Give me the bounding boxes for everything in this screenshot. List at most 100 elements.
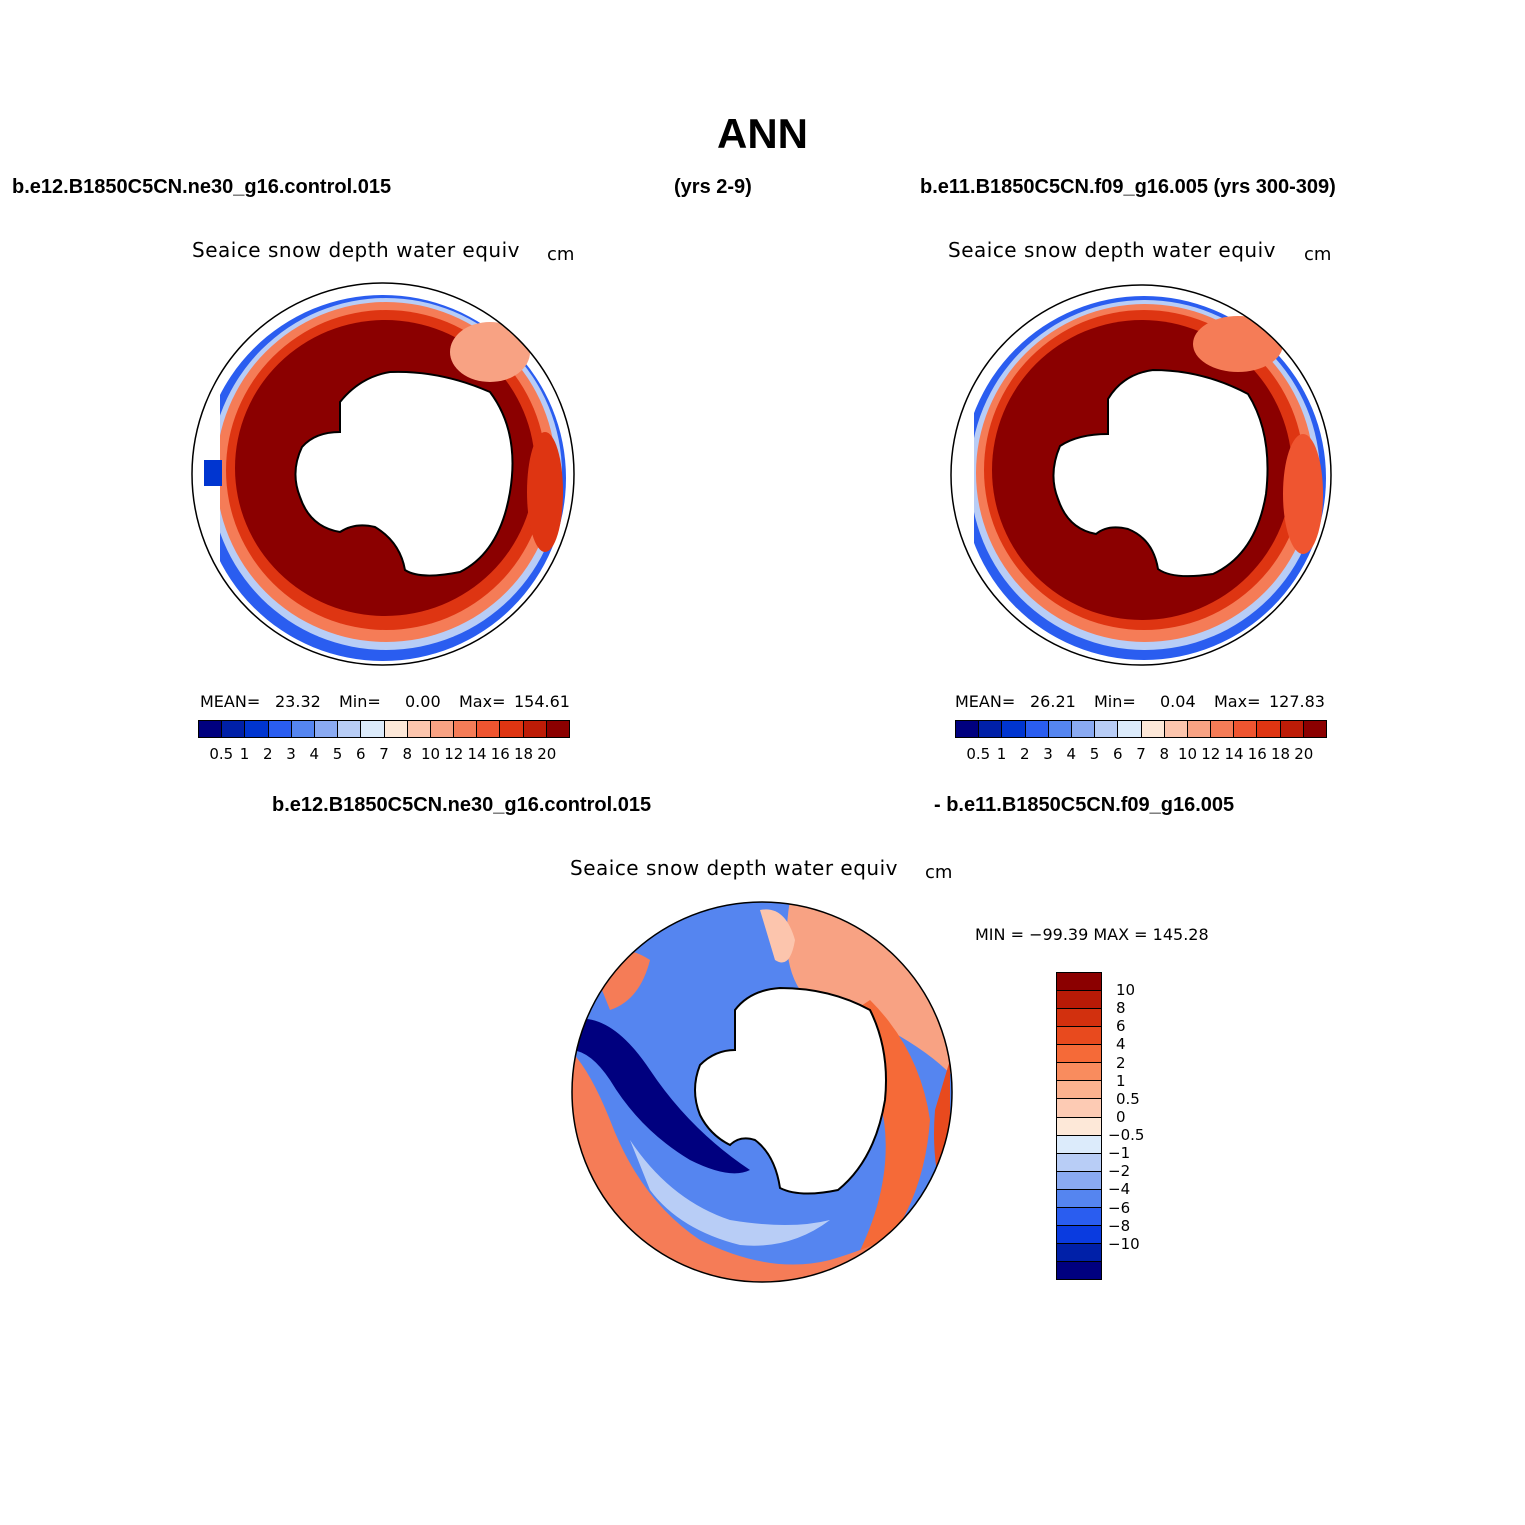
case2-label: b.e11.B1850C5CN.f09_g16.005 (yrs 300-309… [920, 176, 1336, 198]
panel1-colorbar-tick-label: 10 [420, 745, 441, 763]
panel1-colorbar-swatch [361, 721, 385, 737]
panel1-colorbar-tick-label: 0.5 [209, 745, 234, 763]
panel2-colorbar-swatch [1303, 721, 1326, 737]
panel2-colorbar [955, 720, 1327, 738]
panel1-colorbar-tick-label: 2 [262, 745, 273, 763]
panel1-title: Seaice snow depth water equiv [192, 238, 520, 262]
diff-label-right: - b.e11.B1850C5CN.f09_g16.005 [934, 794, 1235, 816]
diff-colorbar-swatch [1057, 1081, 1101, 1100]
diff-title: Seaice snow depth water equiv [570, 856, 898, 880]
panel1-colorbar-swatch [477, 721, 501, 737]
panel2-min-label: Min= [1094, 692, 1136, 711]
diff-colorbar-swatch [1057, 1262, 1101, 1280]
panel1-min-value: 0.00 [405, 692, 441, 711]
diff-colorbar-tick-label: 4 [1116, 1035, 1126, 1054]
panel2-max-label: Max= [1214, 692, 1261, 711]
panel1-max-label: Max= [459, 692, 506, 711]
case1-years: (yrs 2-9) [674, 176, 752, 198]
panel2-stats: MEAN= 26.21 Min= 0.04 Max= 127.83 [955, 692, 1335, 712]
diff-colorbar-labels: 10 8 6 4 2 1 0.5 0 −0.5 −1 −2 −4 −6 −8 −10 [1104, 972, 1164, 1280]
panel2-colorbar-tick-label: 10 [1177, 745, 1198, 763]
panel2-min-value: 0.04 [1160, 692, 1196, 711]
panel2-colorbar-swatch [1280, 721, 1304, 737]
panel1-colorbar-swatch [546, 721, 569, 737]
panel1-colorbar-tick-label: 14 [467, 745, 487, 763]
panel1-polar-map [191, 282, 575, 666]
diff-colorbar-tick-label: 2 [1116, 1053, 1126, 1072]
panel1-colorbar-swatch [500, 721, 524, 737]
diff-colorbar-swatch [1057, 1009, 1101, 1028]
panel2-colorbar-swatch [1164, 721, 1188, 737]
diff-colorbar-tick-label: −6 [1108, 1198, 1131, 1217]
panel2-colorbar-swatch [1141, 721, 1165, 737]
panel1-mean-label: MEAN= [200, 692, 261, 711]
panel1-colorbar-swatch [199, 721, 223, 737]
diff-colorbar-swatch [1057, 1027, 1101, 1046]
diff-colorbar-swatch [1057, 1153, 1101, 1172]
panel1-colorbar-tick-label: 12 [444, 745, 464, 763]
panel1-colorbar-tick-label: 16 [490, 745, 510, 763]
panel1-colorbar-labels: 0.5 1 2 3 4 5 6 7 8 10 12 14 16 18 20 [198, 745, 570, 765]
panel1-colorbar-tick-label: 1 [239, 745, 250, 763]
panel1-colorbar-tick-label: 3 [286, 745, 296, 763]
plot-title: ANN [717, 110, 808, 157]
diff-colorbar-tick-label: −2 [1108, 1162, 1131, 1181]
panel2-colorbar-tick-label: 8 [1159, 745, 1170, 763]
panel1-colorbar [198, 720, 570, 738]
diff-colorbar-swatch [1057, 1063, 1101, 1082]
panel2-colorbar-swatch [979, 721, 1003, 737]
diff-colorbar-tick-label: −0.5 [1108, 1126, 1145, 1145]
panel1-min-label: Min= [339, 692, 381, 711]
panel2-colorbar-swatch [1118, 721, 1142, 737]
panel1-colorbar-tick-label: 18 [513, 745, 534, 763]
panel2-colorbar-tick-label: 4 [1066, 745, 1077, 763]
panel1-colorbar-swatch [291, 721, 315, 737]
diff-colorbar-swatch [1057, 1243, 1101, 1262]
panel1-units: cm [547, 244, 575, 265]
panel2-colorbar-tick-label: 3 [1043, 745, 1053, 763]
panel2-polar-map [950, 284, 1332, 666]
panel1-colorbar-swatch [314, 721, 339, 737]
panel1-colorbar-swatch [245, 721, 269, 737]
diff-colorbar-tick-label: −4 [1108, 1180, 1131, 1199]
diff-colorbar-swatch [1057, 1117, 1101, 1136]
diff-colorbar-swatch [1057, 1135, 1101, 1154]
panel1-colorbar-swatch [430, 721, 455, 737]
panel2-colorbar-swatch [1187, 721, 1212, 737]
panel2-colorbar-swatch [1002, 721, 1026, 737]
diff-units: cm [925, 862, 953, 883]
diff-colorbar-swatch [1057, 1207, 1101, 1226]
diff-colorbar-tick-label: 8 [1116, 999, 1126, 1018]
diff-label-left: b.e12.B1850C5CN.ne30_g16.control.015 [272, 794, 652, 816]
panel2-colorbar-tick-label: 12 [1201, 745, 1221, 763]
panel2-title: Seaice snow depth water equiv [948, 238, 1276, 262]
panel2-colorbar-swatch [1071, 721, 1096, 737]
panel1-colorbar-tick-label: 20 [537, 745, 557, 763]
diff-colorbar-tick-label: −10 [1108, 1234, 1140, 1253]
diff-colorbar-swatch [1057, 1045, 1101, 1064]
case1-label: b.e12.B1850C5CN.ne30_g16.control.015 [12, 176, 392, 198]
panel2-colorbar-tick-label: 20 [1294, 745, 1314, 763]
panel2-colorbar-tick-label: 18 [1270, 745, 1291, 763]
panel1-max-value: 154.61 [514, 692, 570, 711]
panel2-colorbar-tick-label: 1 [996, 745, 1007, 763]
diff-colorbar-swatch [1057, 1189, 1101, 1208]
panel1-colorbar-swatch [407, 721, 431, 737]
diff-minmax: MIN = −99.39 MAX = 145.28 [975, 925, 1209, 944]
panel1-mean-value: 23.32 [275, 692, 321, 711]
panel2-colorbar-tick-label: 14 [1224, 745, 1244, 763]
panel1-stats: MEAN= 23.32 Min= 0.00 Max= 154.61 [200, 692, 580, 712]
panel2-colorbar-tick-label: 2 [1019, 745, 1030, 763]
panel1-colorbar-swatch [523, 721, 547, 737]
panel2-colorbar-tick-label: 7 [1136, 745, 1146, 763]
panel2-colorbar-swatch [1257, 721, 1281, 737]
diff-colorbar-tick-label: −1 [1108, 1144, 1131, 1163]
panel2-colorbar-swatch [1095, 721, 1119, 737]
panel2-colorbar-swatch [1048, 721, 1072, 737]
diff-colorbar-tick-label: −8 [1108, 1216, 1131, 1235]
panel2-colorbar-labels: 0.5 1 2 3 4 5 6 7 8 10 12 14 16 18 20 [955, 745, 1327, 765]
panel2-colorbar-tick-label: 0.5 [966, 745, 991, 763]
panel1-colorbar-tick-label: 7 [379, 745, 389, 763]
panel2-max-value: 127.83 [1269, 692, 1325, 711]
panel1-colorbar-swatch [384, 721, 408, 737]
